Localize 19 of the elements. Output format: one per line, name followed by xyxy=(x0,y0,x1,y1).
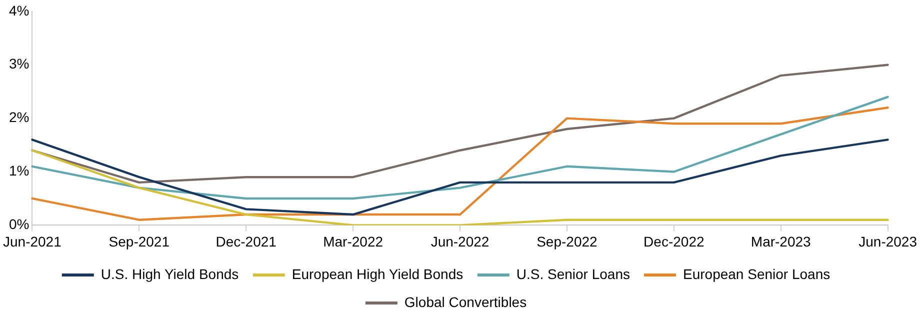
legend-label: Global Convertibles xyxy=(404,294,527,310)
x-tick-label: Jun-2023 xyxy=(858,233,918,250)
x-tick-label: Dec-2021 xyxy=(216,233,277,250)
x-tick-label: Dec-2022 xyxy=(644,233,704,250)
x-tick-label: Jun-2021 xyxy=(2,233,62,250)
legend-label: European High Yield Bonds xyxy=(292,266,464,282)
y-tick-label: 4% xyxy=(8,2,30,18)
legend-label: U.S. Senior Loans xyxy=(516,266,630,282)
x-tick-label: Mar-2022 xyxy=(323,233,384,250)
x-tick-label: Sep-2021 xyxy=(108,233,170,250)
y-tick-label: 2% xyxy=(8,109,30,126)
x-tick-label: Jun-2022 xyxy=(430,233,490,250)
y-tick-label: 0% xyxy=(8,216,30,232)
y-tick-label: 1% xyxy=(8,162,30,179)
x-tick-label: Mar-2023 xyxy=(750,233,812,250)
legend-label: U.S. High Yield Bonds xyxy=(100,266,239,282)
x-tick-label: Sep-2022 xyxy=(536,233,598,250)
y-tick-label: 3% xyxy=(8,56,30,72)
legend-label: European Senior Loans xyxy=(682,266,830,282)
